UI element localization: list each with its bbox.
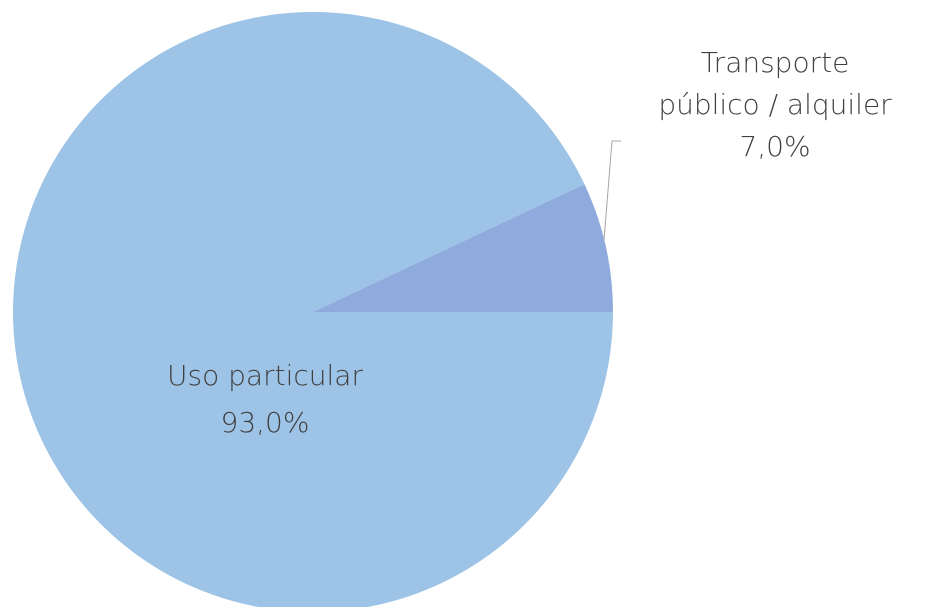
leader-line bbox=[603, 140, 621, 241]
pie-slice bbox=[313, 184, 613, 312]
category-label: Transporte público / alquiler bbox=[658, 46, 892, 121]
category-label-line: Transporte bbox=[701, 46, 850, 79]
value-label: 93,0% bbox=[221, 406, 310, 439]
category-label: Uso particular bbox=[167, 359, 363, 392]
value-label: 7,0% bbox=[739, 130, 810, 163]
category-label-line: público / alquiler bbox=[658, 88, 892, 121]
pie-slice bbox=[13, 12, 613, 607]
